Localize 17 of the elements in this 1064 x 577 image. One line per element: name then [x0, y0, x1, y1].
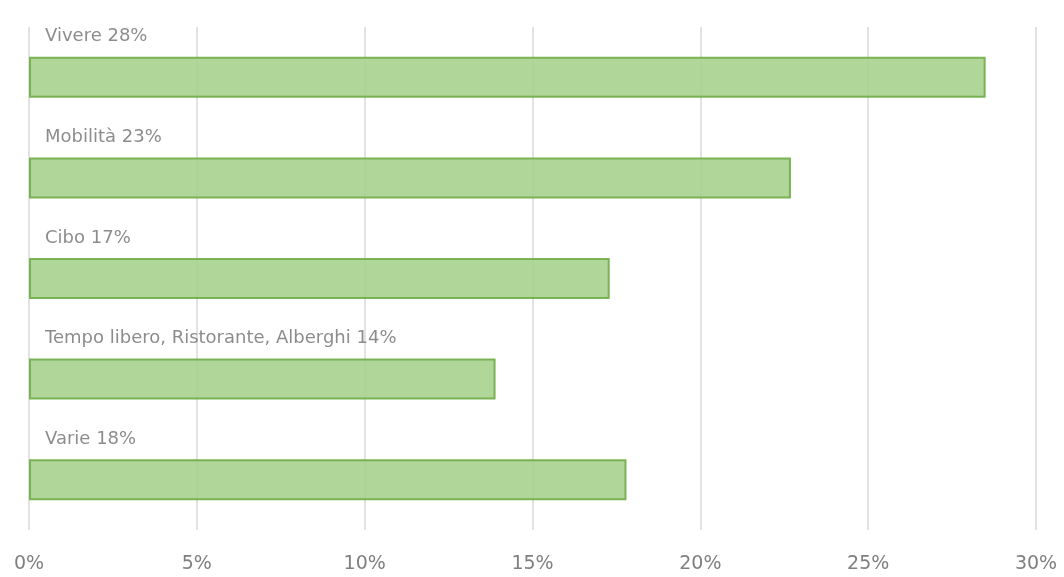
y-tick-label: Tempo libero, Ristorante, Alberghi 14%	[44, 326, 397, 348]
bar	[29, 459, 627, 501]
y-tick-label: Varie 18%	[45, 426, 137, 448]
x-tick-label: 20%	[679, 550, 722, 573]
x-tick-label: 30%	[1014, 550, 1058, 573]
y-tick-label: Mobilità 23%	[45, 124, 162, 146]
x-tick-label: 15%	[511, 550, 554, 573]
bar	[29, 56, 986, 98]
x-tick-label: 5%	[181, 550, 212, 573]
y-tick-label: Vivere 28%	[45, 24, 148, 46]
bar	[29, 358, 496, 400]
y-tick-label: Cibo 17%	[45, 225, 131, 247]
x-tick-label: 25%	[847, 550, 890, 573]
bar	[29, 157, 791, 199]
x-tick-label: 0%	[13, 550, 45, 573]
x-tick-label: 10%	[343, 550, 386, 573]
bar	[29, 258, 610, 299]
